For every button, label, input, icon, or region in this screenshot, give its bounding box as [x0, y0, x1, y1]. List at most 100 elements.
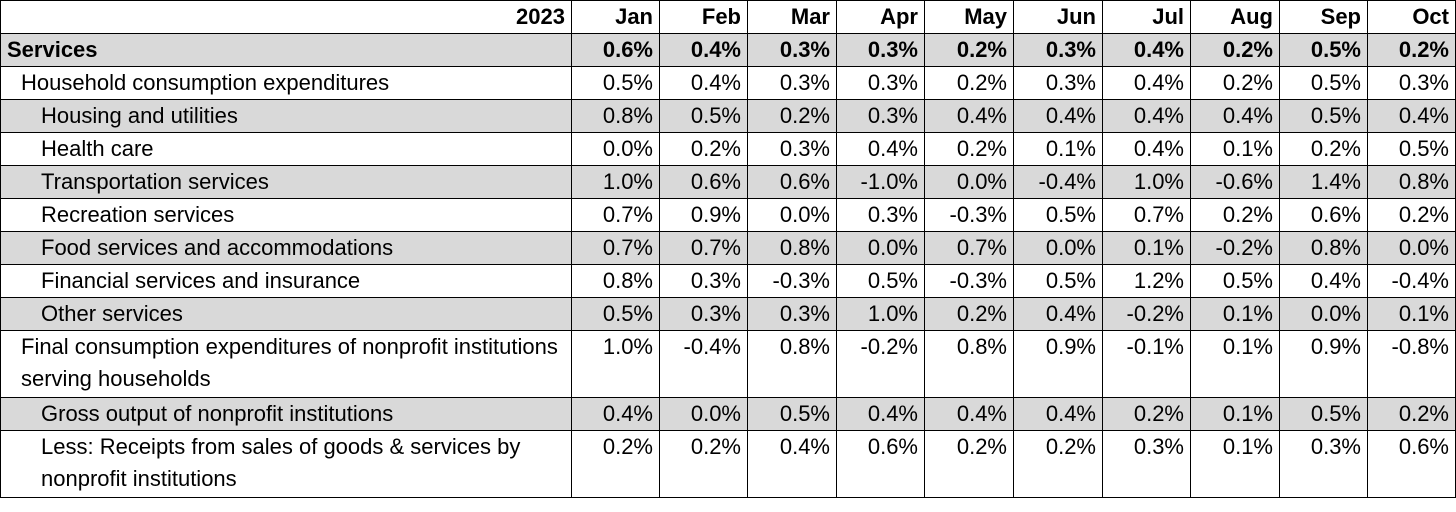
- value-cell: 0.1%: [1190, 132, 1280, 166]
- value-cell: 0.2%: [924, 66, 1014, 100]
- value-cell: 0.0%: [571, 132, 660, 166]
- row-label: Services: [0, 33, 572, 67]
- value-cell: 0.6%: [836, 430, 925, 498]
- value-cell: 0.5%: [1279, 397, 1368, 431]
- value-cell: 0.4%: [659, 66, 748, 100]
- value-cell: 0.4%: [1013, 397, 1103, 431]
- value-cell: 0.2%: [1102, 397, 1191, 431]
- value-cell: 0.8%: [1367, 165, 1456, 199]
- row-label: Transportation services: [0, 165, 572, 199]
- value-cell: 0.5%: [571, 297, 660, 331]
- value-cell: 0.4%: [1102, 33, 1191, 67]
- value-cell: -0.4%: [659, 330, 748, 398]
- value-cell: 0.5%: [571, 66, 660, 100]
- table-row: Gross output of nonprofit institutions 0.…: [0, 397, 1456, 431]
- value-cell: 0.1%: [1190, 397, 1280, 431]
- year-header: 2023: [0, 0, 572, 34]
- value-cell: 0.2%: [1279, 132, 1368, 166]
- month-header: Mar: [747, 0, 837, 34]
- value-cell: 0.0%: [1367, 231, 1456, 265]
- table-row: Financial services and insurance 0.8% 0.3%…: [0, 264, 1456, 298]
- value-cell: 0.7%: [571, 231, 660, 265]
- table-row: Recreation services 0.7% 0.9% 0.0% 0.3% -0.3%…: [0, 198, 1456, 232]
- value-cell: 0.4%: [571, 397, 660, 431]
- table-row: Housing and utilities 0.8% 0.5% 0.2% 0.3% 0.4…: [0, 99, 1456, 133]
- row-label: Recreation services: [0, 198, 572, 232]
- value-cell: -0.2%: [1190, 231, 1280, 265]
- value-cell: 0.5%: [1013, 198, 1103, 232]
- value-cell: -0.6%: [1190, 165, 1280, 199]
- month-header: Jul: [1102, 0, 1191, 34]
- value-cell: 0.3%: [659, 297, 748, 331]
- value-cell: 0.5%: [1279, 33, 1368, 67]
- month-header: Feb: [659, 0, 748, 34]
- row-label: Food services and accommodations: [0, 231, 572, 265]
- table-row: Health care 0.0% 0.2% 0.3% 0.4% 0.2% 0.1% 0.4% 0…: [0, 132, 1456, 166]
- value-cell: 0.4%: [1102, 132, 1191, 166]
- value-cell: 0.7%: [571, 198, 660, 232]
- value-cell: 0.6%: [571, 33, 660, 67]
- value-cell: 0.4%: [924, 99, 1014, 133]
- value-cell: 0.8%: [571, 99, 660, 133]
- value-cell: 1.4%: [1279, 165, 1368, 199]
- value-cell: 0.5%: [747, 397, 837, 431]
- value-cell: -0.4%: [1013, 165, 1103, 199]
- value-cell: 0.8%: [747, 231, 837, 265]
- value-cell: -0.3%: [924, 264, 1014, 298]
- value-cell: -0.2%: [1102, 297, 1191, 331]
- value-cell: 0.3%: [836, 198, 925, 232]
- value-cell: 0.4%: [836, 132, 925, 166]
- row-label: Final consumption expenditures of nonpro…: [0, 330, 572, 398]
- value-cell: -0.1%: [1102, 330, 1191, 398]
- value-cell: 0.4%: [1102, 66, 1191, 100]
- row-label: Gross output of nonprofit institutions: [0, 397, 572, 431]
- value-cell: 0.3%: [747, 66, 837, 100]
- value-cell: 0.2%: [1190, 66, 1280, 100]
- value-cell: 0.5%: [836, 264, 925, 298]
- value-cell: 0.6%: [1367, 430, 1456, 498]
- value-cell: -0.4%: [1367, 264, 1456, 298]
- value-cell: -0.2%: [836, 330, 925, 398]
- table-row: Household consumption expenditures 0.5% 0.…: [0, 66, 1456, 100]
- month-header: Jun: [1013, 0, 1103, 34]
- value-cell: -0.3%: [747, 264, 837, 298]
- value-cell: 0.0%: [659, 397, 748, 431]
- value-cell: 0.6%: [1279, 198, 1368, 232]
- value-cell: 0.3%: [1013, 33, 1103, 67]
- row-label: Other services: [0, 297, 572, 331]
- value-cell: 0.3%: [747, 297, 837, 331]
- value-cell: 0.1%: [1190, 430, 1280, 498]
- row-label: Household consumption expenditures: [0, 66, 572, 100]
- table-row: Food services and accommodations 0.7% 0.7%…: [0, 231, 1456, 265]
- value-cell: 0.4%: [1102, 99, 1191, 133]
- value-cell: 0.2%: [924, 430, 1014, 498]
- value-cell: 0.0%: [836, 231, 925, 265]
- value-cell: 0.3%: [836, 66, 925, 100]
- value-cell: 0.4%: [1279, 264, 1368, 298]
- value-cell: 0.2%: [747, 99, 837, 133]
- value-cell: 0.1%: [1367, 297, 1456, 331]
- value-cell: 0.5%: [1190, 264, 1280, 298]
- value-cell: 0.2%: [1190, 33, 1280, 67]
- value-cell: 0.4%: [1367, 99, 1456, 133]
- value-cell: 0.1%: [1102, 231, 1191, 265]
- table-row: Services 0.6% 0.4% 0.3% 0.3% 0.2% 0.3% 0.4% 0.2%…: [0, 33, 1456, 67]
- value-cell: 0.8%: [924, 330, 1014, 398]
- value-cell: 0.4%: [747, 430, 837, 498]
- value-cell: 0.8%: [1279, 231, 1368, 265]
- value-cell: 0.3%: [1013, 66, 1103, 100]
- value-cell: 0.9%: [1013, 330, 1103, 398]
- value-cell: 0.2%: [1367, 33, 1456, 67]
- value-cell: 0.5%: [1279, 99, 1368, 133]
- value-cell: 0.7%: [1102, 198, 1191, 232]
- value-cell: 0.7%: [659, 231, 748, 265]
- value-cell: 0.2%: [1013, 430, 1103, 498]
- table-row: Transportation services 1.0% 0.6% 0.6% -1.0%…: [0, 165, 1456, 199]
- value-cell: 0.3%: [1367, 66, 1456, 100]
- value-cell: 0.5%: [659, 99, 748, 133]
- value-cell: 0.5%: [1279, 66, 1368, 100]
- value-cell: 0.2%: [924, 297, 1014, 331]
- row-label: Housing and utilities: [0, 99, 572, 133]
- value-cell: -1.0%: [836, 165, 925, 199]
- value-cell: 0.4%: [924, 397, 1014, 431]
